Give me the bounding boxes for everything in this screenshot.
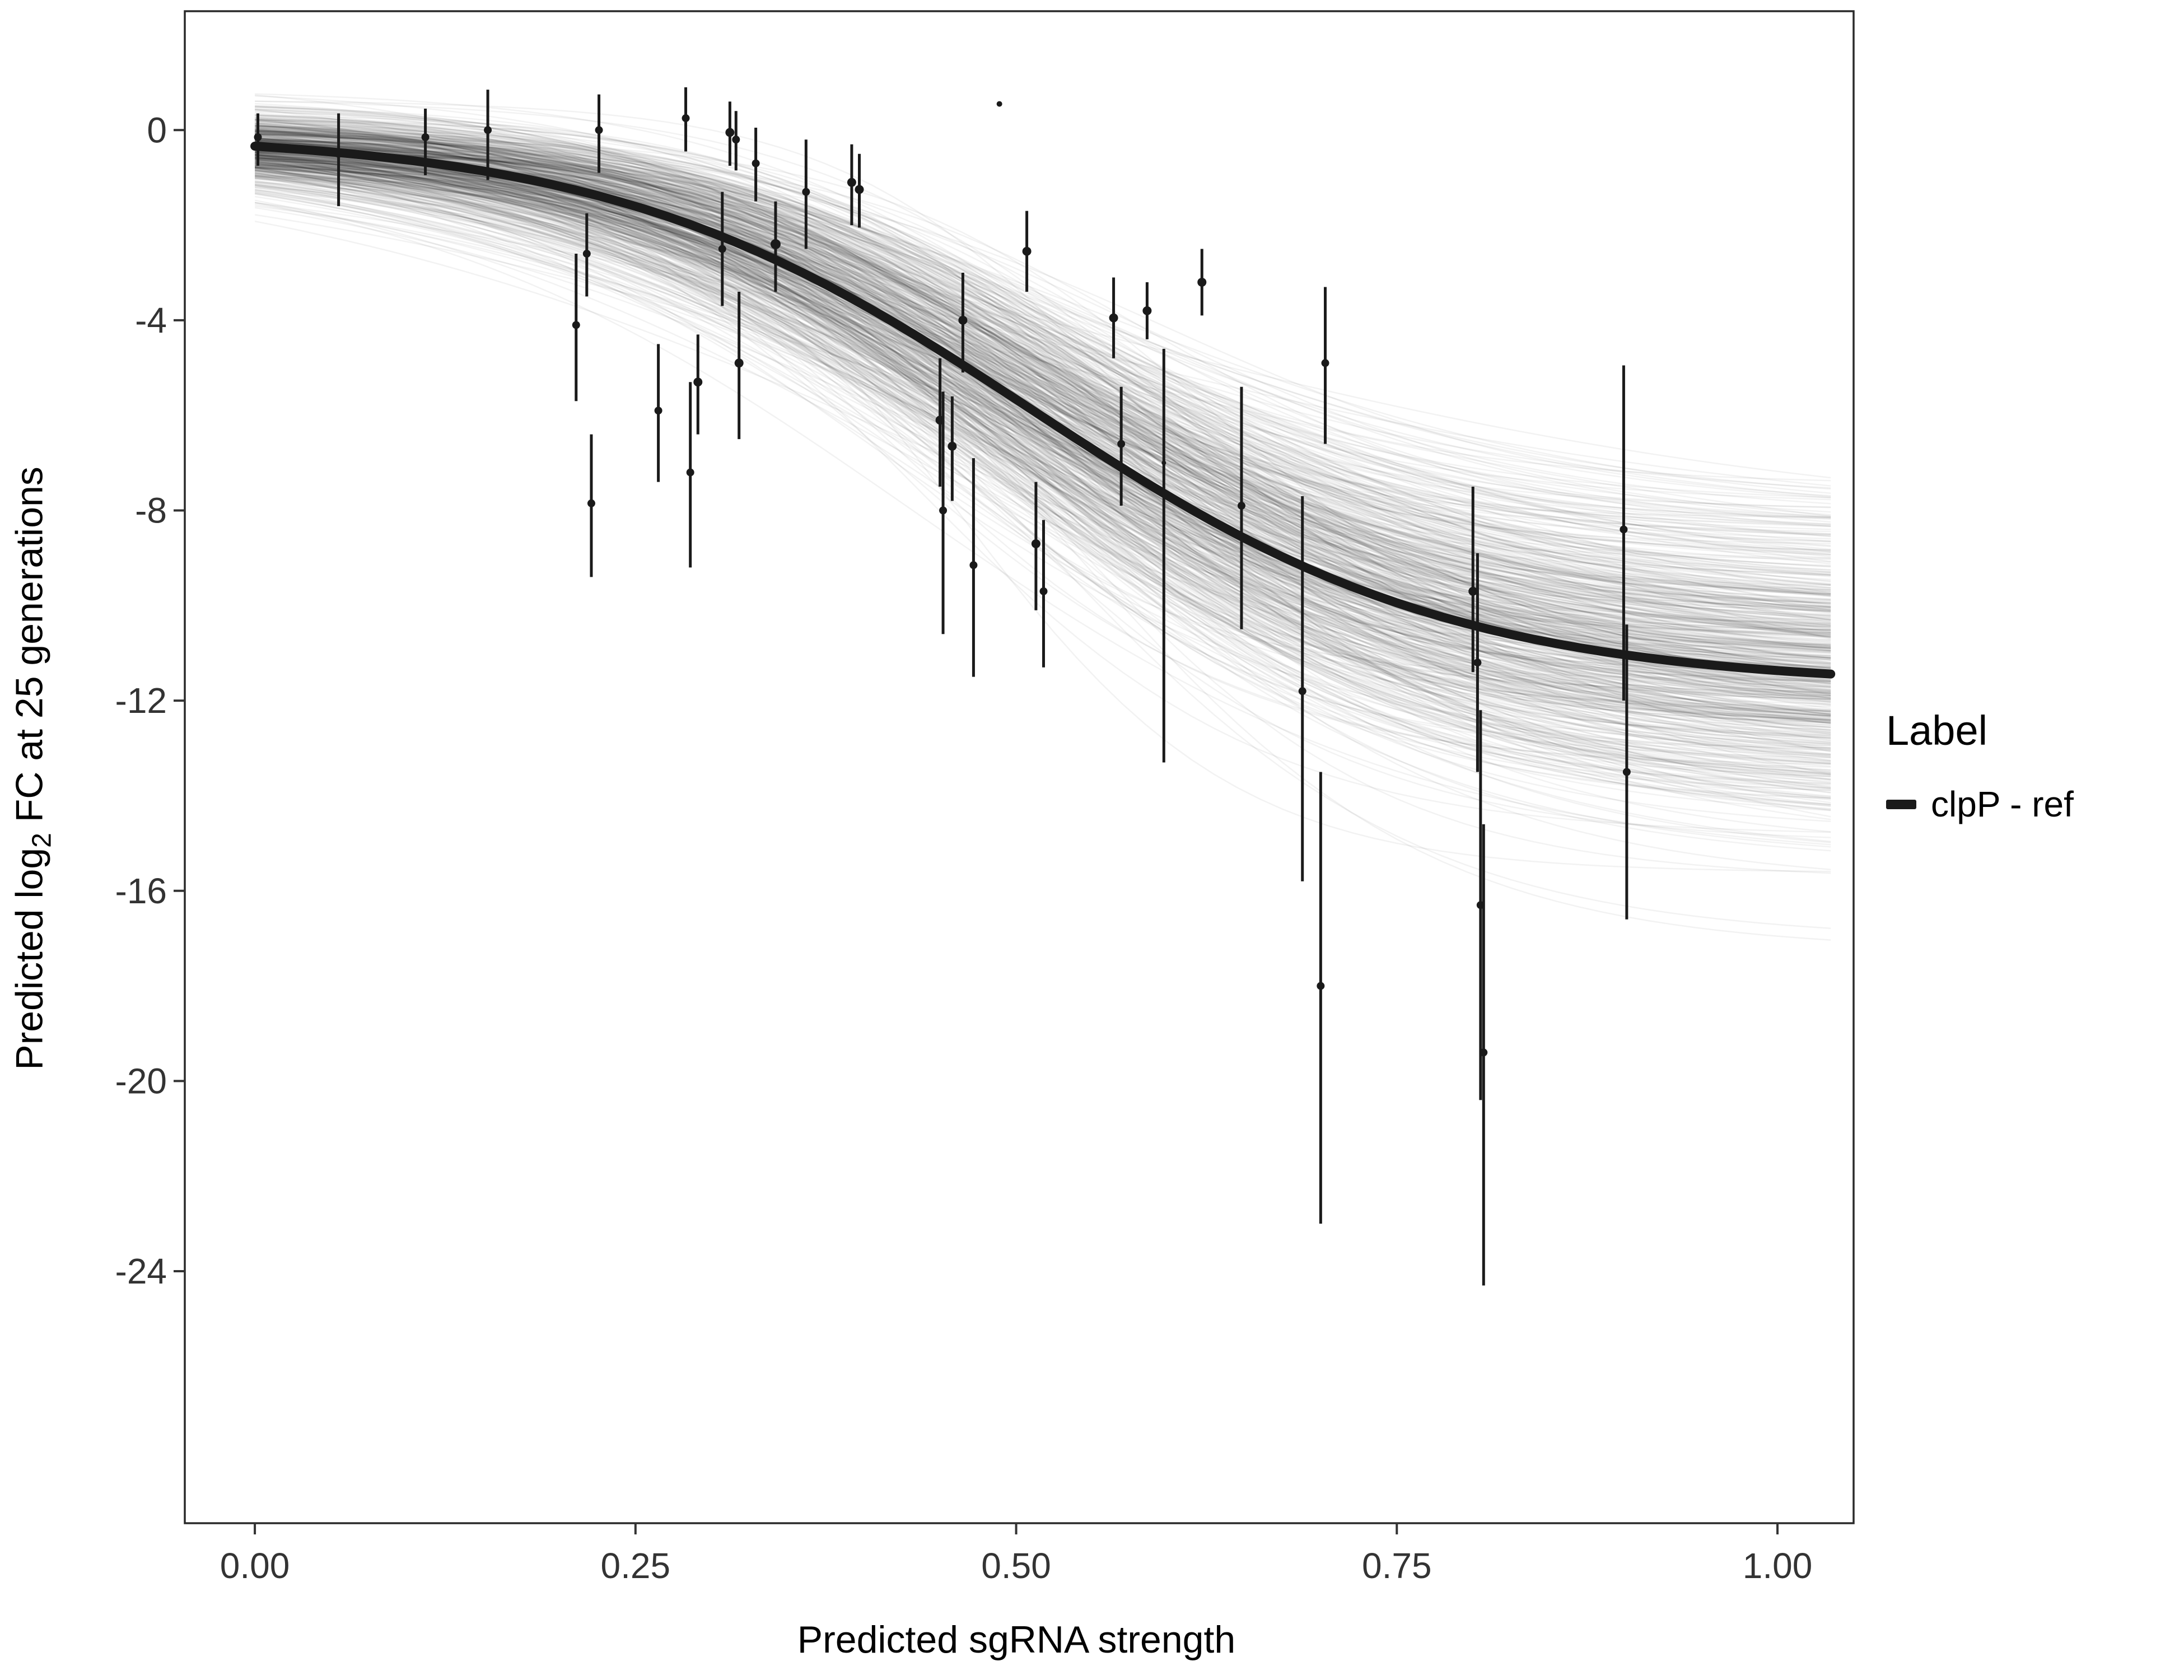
y-axis-title: Predicted log2 FC at 25 generations <box>8 466 58 1070</box>
svg-text:-24: -24 <box>115 1251 167 1291</box>
legend-item-label: clpP - ref <box>1931 784 2074 824</box>
svg-text:-4: -4 <box>135 300 167 340</box>
x-axis-title: Predicted sgRNA strength <box>797 1618 1236 1661</box>
y-axis-title-pre: Predicted log <box>8 847 51 1070</box>
legend-item: clpP - ref <box>1886 783 2074 825</box>
y-axis-title-post: FC at 25 generations <box>8 466 51 833</box>
svg-text:0.25: 0.25 <box>601 1546 671 1586</box>
svg-text:-16: -16 <box>115 871 167 911</box>
svg-text:0.00: 0.00 <box>220 1546 290 1586</box>
svg-text:-8: -8 <box>135 491 167 531</box>
legend: Label clpP - ref <box>1886 707 2074 825</box>
y-axis-title-sub: 2 <box>27 833 57 848</box>
svg-text:0.75: 0.75 <box>1362 1546 1432 1586</box>
svg-text:0: 0 <box>147 110 167 150</box>
svg-text:-12: -12 <box>115 680 167 721</box>
legend-title: Label <box>1886 707 1988 754</box>
svg-text:1.00: 1.00 <box>1743 1546 1813 1586</box>
legend-key-line-icon <box>1886 799 1916 809</box>
svg-text:0.50: 0.50 <box>981 1546 1051 1586</box>
svg-text:-20: -20 <box>115 1061 167 1101</box>
